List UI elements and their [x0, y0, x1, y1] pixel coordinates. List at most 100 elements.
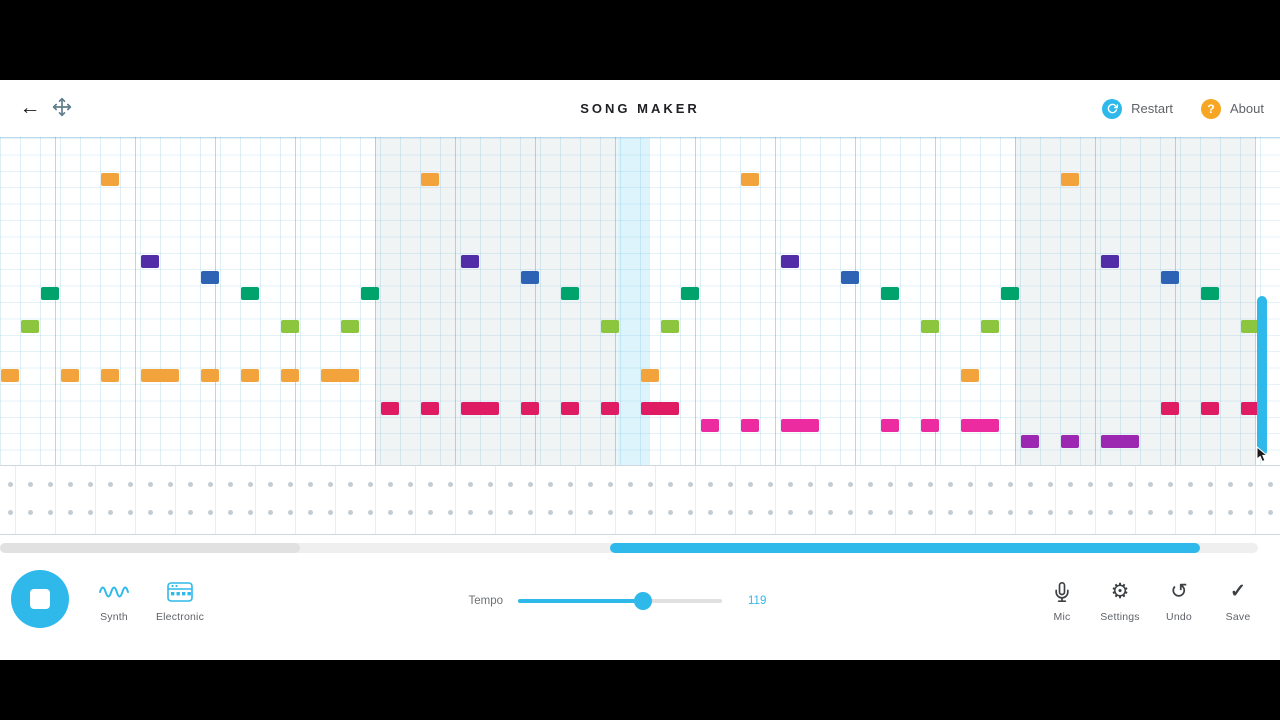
percussion-cell[interactable] [327, 509, 333, 515]
percussion-cell[interactable] [47, 481, 53, 487]
percussion-cell[interactable] [1167, 509, 1173, 515]
note-block[interactable] [141, 369, 179, 383]
mic-button[interactable]: Mic [1030, 580, 1094, 623]
note-block[interactable] [281, 320, 299, 334]
percussion-cell[interactable] [267, 481, 273, 487]
percussion-cell[interactable] [1027, 481, 1033, 487]
percussion-cell[interactable] [867, 481, 873, 487]
percussion-cell[interactable] [967, 509, 973, 515]
note-block[interactable] [1061, 434, 1079, 448]
note-block[interactable] [561, 402, 579, 416]
percussion-cell[interactable] [1087, 481, 1093, 487]
percussion-cell[interactable] [147, 481, 153, 487]
percussion-cell[interactable] [187, 509, 193, 515]
note-block[interactable] [281, 369, 299, 383]
percussion-cell[interactable] [1007, 509, 1013, 515]
note-block[interactable] [21, 320, 39, 334]
percussion-cell[interactable] [527, 509, 533, 515]
percussion-cell[interactable] [747, 509, 753, 515]
percussion-cell[interactable] [1007, 481, 1013, 487]
percussion-cell[interactable] [1167, 481, 1173, 487]
note-block[interactable] [1101, 254, 1119, 268]
percussion-cell[interactable] [1247, 509, 1253, 515]
note-block[interactable] [981, 320, 999, 334]
percussion-cell[interactable] [27, 509, 33, 515]
percussion-cell[interactable] [287, 481, 293, 487]
note-block[interactable] [1061, 172, 1079, 186]
percussion-cell[interactable] [567, 509, 573, 515]
percussion-cell[interactable] [587, 509, 593, 515]
percussion-cell[interactable] [467, 509, 473, 515]
note-block[interactable] [1201, 287, 1219, 301]
note-block[interactable] [461, 402, 499, 416]
note-block[interactable] [701, 418, 719, 432]
percussion-cell[interactable] [1087, 509, 1093, 515]
percussion-cell[interactable] [807, 481, 813, 487]
percussion-cell[interactable] [887, 509, 893, 515]
percussion-cell[interactable] [327, 481, 333, 487]
percussion-cell[interactable] [427, 509, 433, 515]
percussion-cell[interactable] [247, 509, 253, 515]
percussion-cell[interactable] [27, 481, 33, 487]
percussion-cell[interactable] [647, 481, 653, 487]
note-block[interactable] [521, 270, 539, 284]
percussion-cell[interactable] [787, 509, 793, 515]
percussion-cell[interactable] [227, 481, 233, 487]
percussion-cell[interactable] [287, 509, 293, 515]
about-button[interactable]: ? About [1201, 98, 1264, 119]
note-block[interactable] [781, 254, 799, 268]
note-block[interactable] [461, 254, 479, 268]
note-block[interactable] [1161, 270, 1179, 284]
percussion-grid[interactable] [0, 465, 1280, 535]
note-block[interactable] [201, 369, 219, 383]
percussion-cell[interactable] [947, 481, 953, 487]
instrument-melody-button[interactable]: Synth [82, 580, 146, 623]
note-block[interactable] [241, 287, 259, 301]
percussion-cell[interactable] [987, 509, 993, 515]
note-block[interactable] [321, 369, 359, 383]
note-grid[interactable] [0, 137, 1280, 465]
note-block[interactable] [421, 402, 439, 416]
percussion-cell[interactable] [267, 509, 273, 515]
note-block[interactable] [1241, 320, 1259, 334]
percussion-cell[interactable] [1207, 481, 1213, 487]
note-block[interactable] [921, 320, 939, 334]
percussion-cell[interactable] [307, 509, 313, 515]
percussion-cell[interactable] [707, 481, 713, 487]
percussion-cell[interactable] [467, 481, 473, 487]
percussion-cell[interactable] [227, 509, 233, 515]
undo-button[interactable]: ↺ Undo [1147, 580, 1211, 623]
percussion-cell[interactable] [547, 481, 553, 487]
note-block[interactable] [641, 369, 659, 383]
percussion-cell[interactable] [87, 509, 93, 515]
percussion-cell[interactable] [487, 509, 493, 515]
note-block[interactable] [381, 402, 399, 416]
percussion-cell[interactable] [687, 481, 693, 487]
note-block[interactable] [361, 287, 379, 301]
note-block[interactable] [421, 172, 439, 186]
percussion-cell[interactable] [1067, 481, 1073, 487]
tempo-slider[interactable] [518, 592, 722, 610]
percussion-cell[interactable] [167, 481, 173, 487]
percussion-cell[interactable] [1267, 481, 1273, 487]
note-block[interactable] [1021, 434, 1039, 448]
percussion-cell[interactable] [67, 509, 73, 515]
note-block[interactable] [741, 418, 759, 432]
note-block[interactable] [881, 418, 899, 432]
percussion-cell[interactable] [587, 481, 593, 487]
percussion-cell[interactable] [127, 481, 133, 487]
note-block[interactable] [841, 270, 859, 284]
percussion-cell[interactable] [927, 481, 933, 487]
note-block[interactable] [741, 172, 759, 186]
percussion-cell[interactable] [847, 481, 853, 487]
percussion-cell[interactable] [47, 509, 53, 515]
percussion-cell[interactable] [1147, 509, 1153, 515]
restart-button[interactable]: Restart [1102, 98, 1173, 119]
percussion-cell[interactable] [647, 509, 653, 515]
percussion-cell[interactable] [967, 481, 973, 487]
percussion-cell[interactable] [807, 509, 813, 515]
percussion-cell[interactable] [167, 509, 173, 515]
percussion-cell[interactable] [727, 481, 733, 487]
percussion-cell[interactable] [507, 509, 513, 515]
note-block[interactable] [1101, 434, 1139, 448]
